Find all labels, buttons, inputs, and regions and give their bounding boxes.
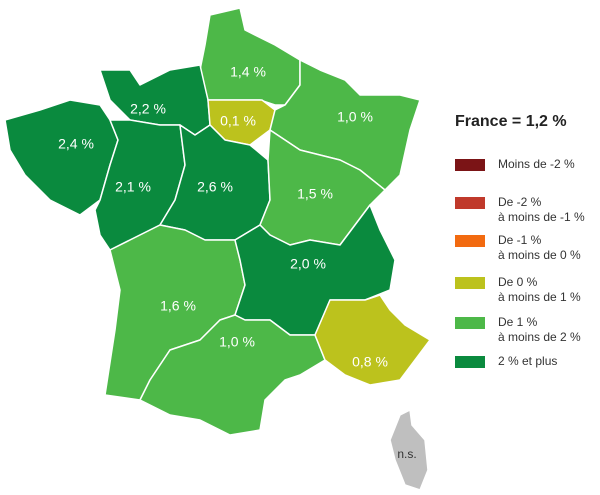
region-label: 1,6 % [160, 298, 196, 314]
legend-title: France = 1,2 % [455, 113, 567, 130]
legend-swatch [455, 317, 485, 329]
region-label: 0,8 % [352, 354, 388, 370]
region [389, 409, 429, 491]
legend-label: à moins de 2 % [498, 330, 581, 344]
region-label: 2,4 % [58, 136, 94, 152]
legend-label: De -2 % [498, 195, 542, 209]
region-label: 1,5 % [297, 186, 333, 202]
legend-swatch [455, 197, 485, 209]
legend-label: 2 % et plus [498, 354, 557, 368]
legend-label: De 0 % [498, 275, 538, 289]
region-label: 2,1 % [115, 179, 151, 195]
legend-swatch [455, 356, 485, 368]
region-label: 1,0 % [337, 109, 373, 125]
region [199, 7, 301, 106]
region-label: 2,0 % [290, 256, 326, 272]
region-label: 1,0 % [219, 334, 255, 350]
region-label: 0,1 % [220, 113, 256, 129]
legend-label: De -1 % [498, 233, 542, 247]
region-label: 1,4 % [230, 64, 266, 80]
region-label: 2,2 % [130, 101, 166, 117]
legend-label: à moins de -1 % [498, 210, 585, 224]
legend-label: Moins de -2 % [498, 157, 575, 171]
legend-swatch [455, 235, 485, 247]
region-label: 2,6 % [197, 179, 233, 195]
legend-swatch [455, 277, 485, 289]
legend-swatch [455, 159, 485, 171]
legend-label: De 1 % [498, 315, 538, 329]
legend-label: à moins de 1 % [498, 290, 581, 304]
region [314, 294, 431, 386]
legend-label: à moins de 0 % [498, 248, 581, 262]
region-label: n.s. [397, 447, 416, 461]
